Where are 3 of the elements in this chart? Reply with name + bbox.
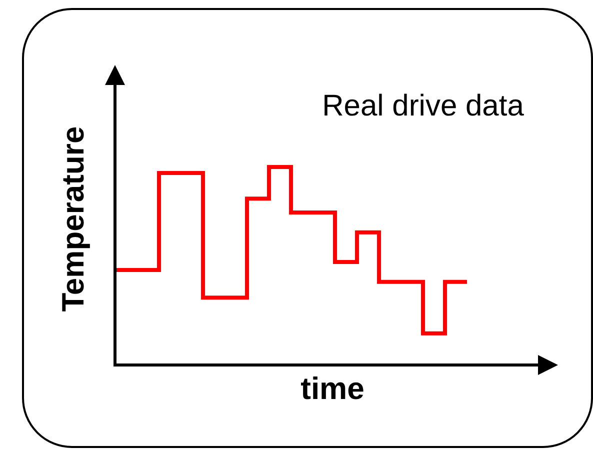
chart-title: Real drive data <box>322 90 524 122</box>
x-axis-title: time <box>300 371 364 406</box>
y-axis-title: Temperature <box>56 126 91 312</box>
